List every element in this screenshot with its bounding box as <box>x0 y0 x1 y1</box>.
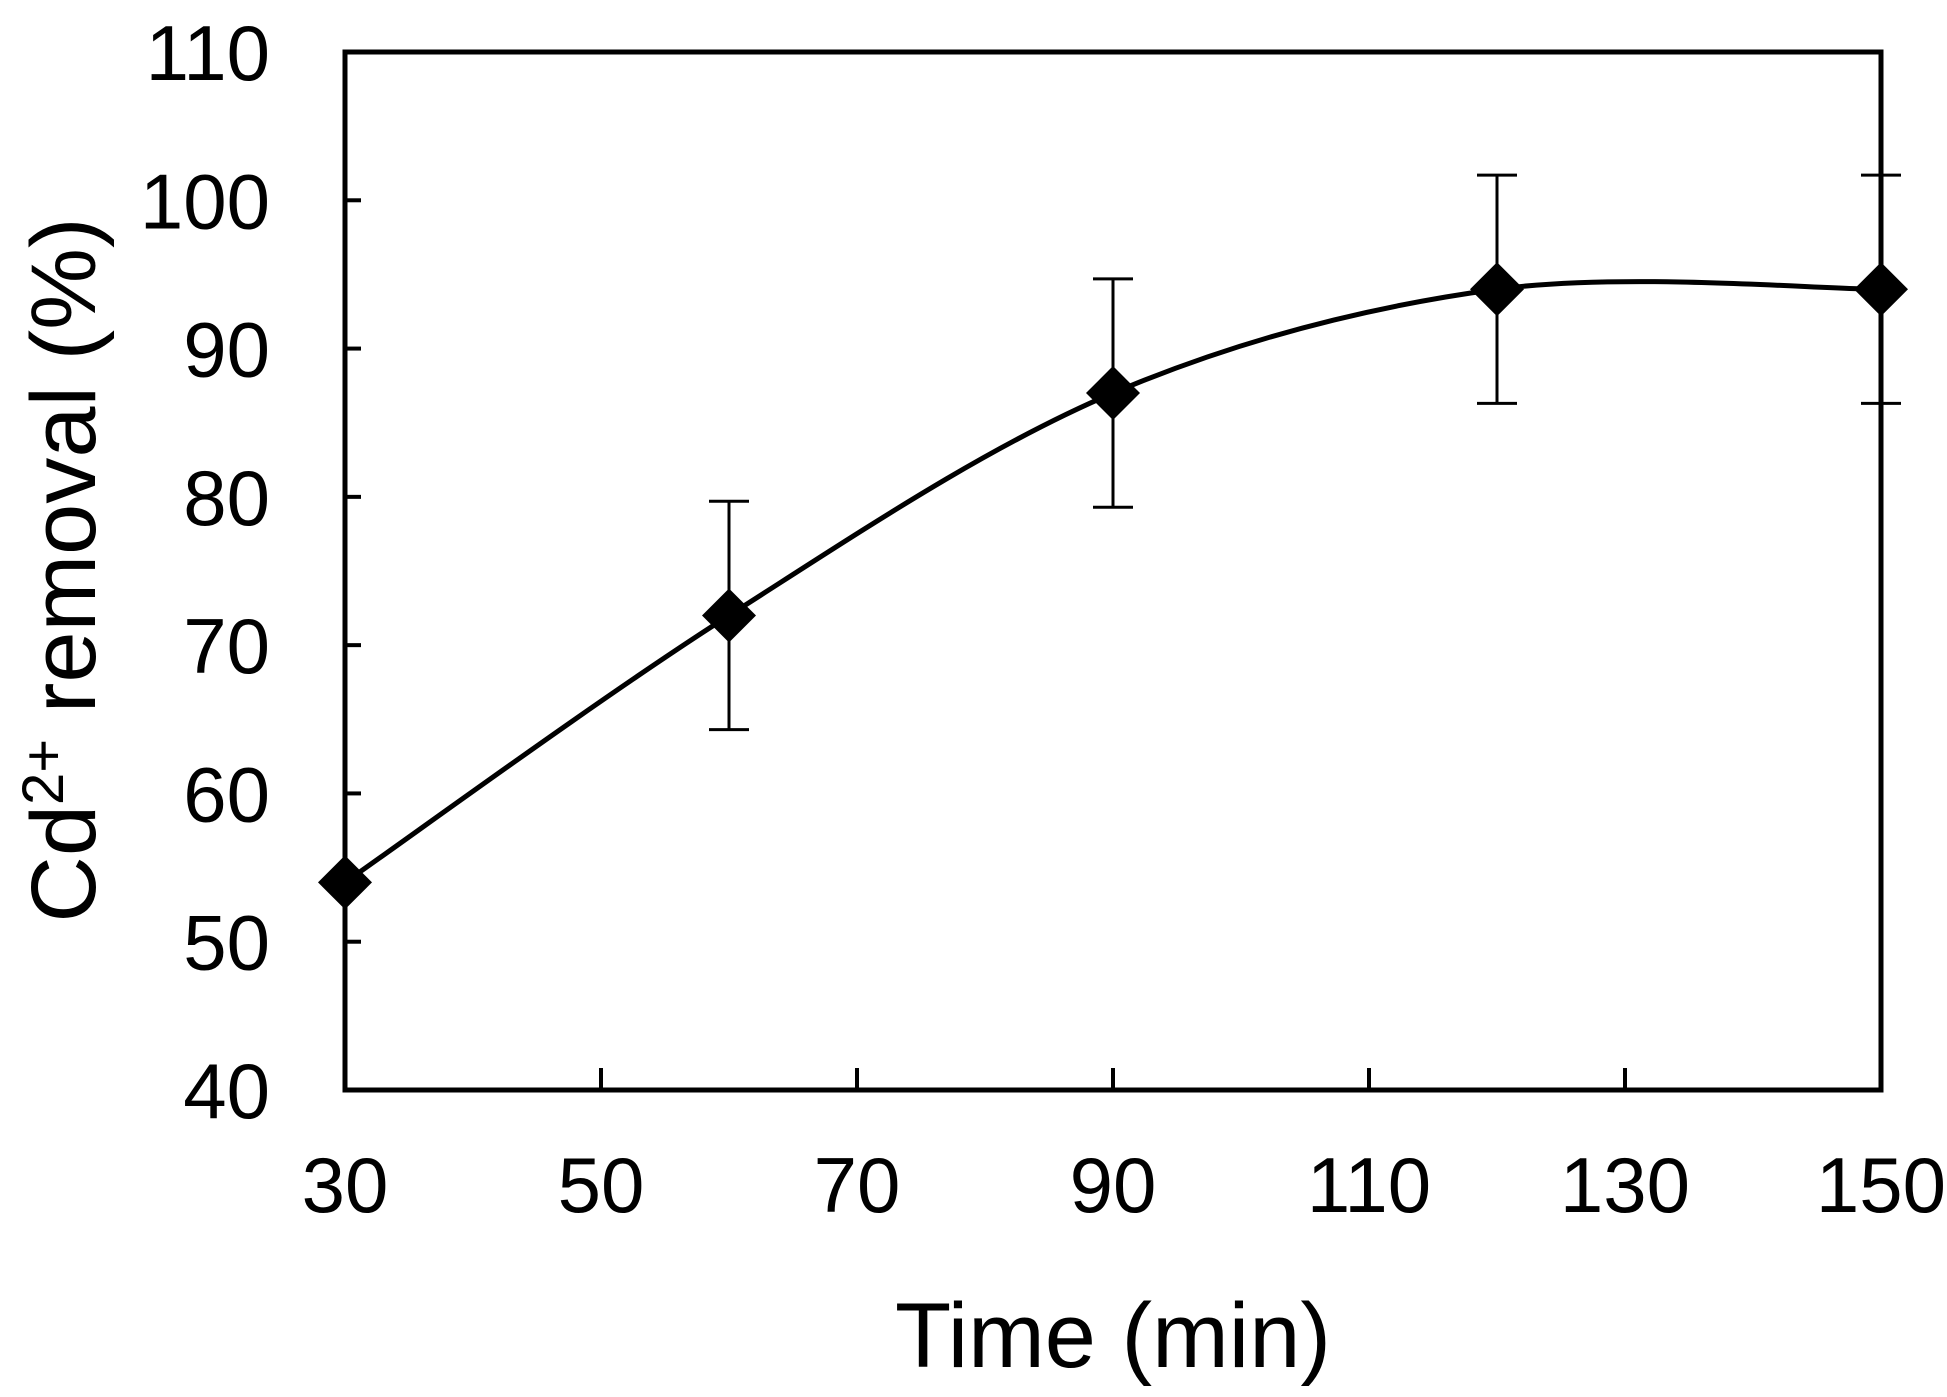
x-tick-label: 90 <box>1070 1141 1157 1229</box>
x-axis-title: Time (min) <box>895 1285 1331 1387</box>
y-axis-title: Cd2+ removal (%) <box>11 217 115 922</box>
y-tick-label: 110 <box>146 9 270 97</box>
data-point-marker <box>1854 262 1908 317</box>
y-tick-label: 40 <box>183 1047 270 1135</box>
x-tick-label: 130 <box>1560 1141 1690 1229</box>
y-axis-title-superscript: 2+ <box>11 739 76 805</box>
x-tick-label: 30 <box>302 1141 389 1229</box>
x-tick-label: 50 <box>558 1141 645 1229</box>
y-axis-ticks: 40 50 60 70 80 90 100 110 <box>140 9 361 1135</box>
y-axis-title-group: Cd2+ removal (%) <box>11 217 115 922</box>
y-tick-label: 60 <box>183 750 270 838</box>
data-point-marker <box>318 855 372 910</box>
data-point-marker <box>1470 262 1524 317</box>
data-point-marker <box>702 588 756 643</box>
series-layer <box>318 173 1908 910</box>
y-tick-label: 50 <box>183 899 270 987</box>
x-axis-ticks: 30 50 70 90 110 130 150 <box>302 1068 1946 1229</box>
y-axis-title-prefix: Cd <box>13 805 115 923</box>
y-tick-label: 80 <box>183 454 270 542</box>
y-tick-label: 70 <box>183 602 270 690</box>
y-axis-title-suffix: removal (%) <box>13 217 115 738</box>
plot-frame <box>342 49 1884 1093</box>
data-point-marker <box>1086 366 1140 421</box>
x-tick-label: 110 <box>1307 1141 1431 1229</box>
x-tick-label: 150 <box>1816 1141 1946 1229</box>
y-tick-label: 90 <box>183 306 270 394</box>
y-tick-label: 100 <box>140 157 270 245</box>
x-tick-label: 70 <box>814 1141 901 1229</box>
